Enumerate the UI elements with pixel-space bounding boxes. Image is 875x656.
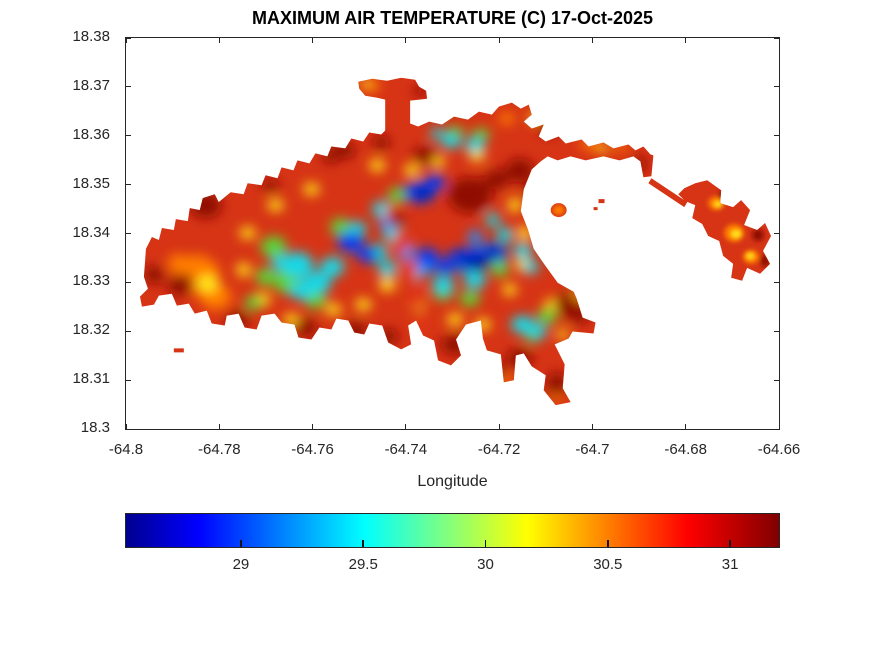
y-tick-mark [774, 379, 779, 381]
x-tick-mark [405, 424, 407, 429]
y-tick-mark [126, 233, 131, 234]
x-tick-mark [778, 38, 780, 43]
y-tick-mark [774, 330, 779, 332]
y-tick-label: 18.37 [72, 76, 110, 94]
colorbar-tick-label: 30 [477, 556, 494, 573]
colorbar-tick-mark [240, 540, 242, 547]
x-tick-label: -64.7 [575, 441, 610, 458]
y-tick-mark [126, 184, 131, 186]
y-tick-labels: 18.3 18.31 18.32 18.33 18.34 18.35 18.36 18.37 1… [0, 28, 117, 436]
island-map [139, 77, 772, 406]
x-tick-mark [685, 424, 687, 429]
x-tick-label: -64.68 [664, 441, 707, 458]
x-tick-label: -64.72 [477, 441, 521, 458]
plot-title: MAXIMUM AIR TEMPERATURE (C) 17-Oct-2025 [251, 8, 654, 28]
colorbar-tick-mark [362, 540, 364, 547]
y-tick-label: 18.32 [72, 321, 110, 339]
y-tick-mark [774, 86, 779, 88]
y-tick-mark [126, 86, 131, 88]
x-tick-label: -64.66 [757, 441, 801, 458]
colorbar-tick-mark [607, 540, 609, 547]
x-tick-labels: -64.8 -64.78 -64.76 -64.74 -64.72 -64.7 -64.68… [109, 441, 800, 459]
y-tick-label: 18.3 [80, 419, 110, 436]
x-tick-mark [218, 38, 220, 43]
y-tick-mark [126, 37, 131, 39]
colorbar-tick-label: 29.5 [348, 556, 378, 573]
colorbar [125, 513, 780, 548]
x-tick-label: -64.78 [198, 441, 241, 458]
x-tick-mark [591, 424, 593, 429]
x-tick-mark [405, 38, 407, 43]
plot-area [125, 37, 780, 430]
colorbar-tick-label: 31 [721, 556, 739, 573]
y-tick-mark [774, 37, 779, 39]
x-tick-mark [498, 424, 500, 429]
y-tick-mark [126, 379, 131, 381]
x-tick-mark [218, 424, 220, 429]
x-tick-mark [685, 38, 687, 43]
y-tick-label: 18.33 [72, 272, 110, 290]
y-tick-mark [126, 330, 131, 332]
y-tick-label: 18.36 [72, 125, 110, 143]
x-tick-mark [312, 38, 314, 43]
x-tick-label: -64.74 [384, 441, 428, 458]
x-tick-mark [125, 38, 127, 43]
y-tick-label: 18.34 [72, 223, 110, 241]
colorbar-tick-mark [729, 540, 731, 547]
y-tick-mark [774, 184, 779, 186]
x-tick-mark [125, 424, 127, 429]
y-tick-mark [126, 428, 131, 430]
y-tick-mark [126, 281, 131, 283]
y-tick-label: 18.35 [72, 174, 110, 192]
colorbar-tick-label: 29 [232, 556, 250, 573]
colorbar-tick-labels: 29 29.5 30 30.5 31 [126, 556, 779, 574]
y-tick-label: 18.31 [72, 370, 110, 388]
y-tick-label: 18.38 [72, 28, 110, 45]
x-tick-mark [312, 424, 314, 429]
colorbar-tick-label: 30.5 [593, 556, 623, 573]
y-tick-mark [774, 135, 779, 137]
x-tick-mark [498, 38, 500, 43]
x-tick-mark [778, 424, 780, 429]
x-tick-label: -64.8 [108, 441, 144, 458]
y-tick-mark [126, 135, 131, 137]
y-tick-mark [774, 428, 779, 430]
y-tick-mark [774, 281, 779, 283]
x-tick-label: -64.76 [291, 441, 334, 458]
colorbar-tick-mark [484, 540, 487, 547]
y-tick-mark [774, 233, 779, 234]
x-axis-label: Longitude [417, 473, 488, 490]
x-tick-mark [591, 38, 593, 43]
